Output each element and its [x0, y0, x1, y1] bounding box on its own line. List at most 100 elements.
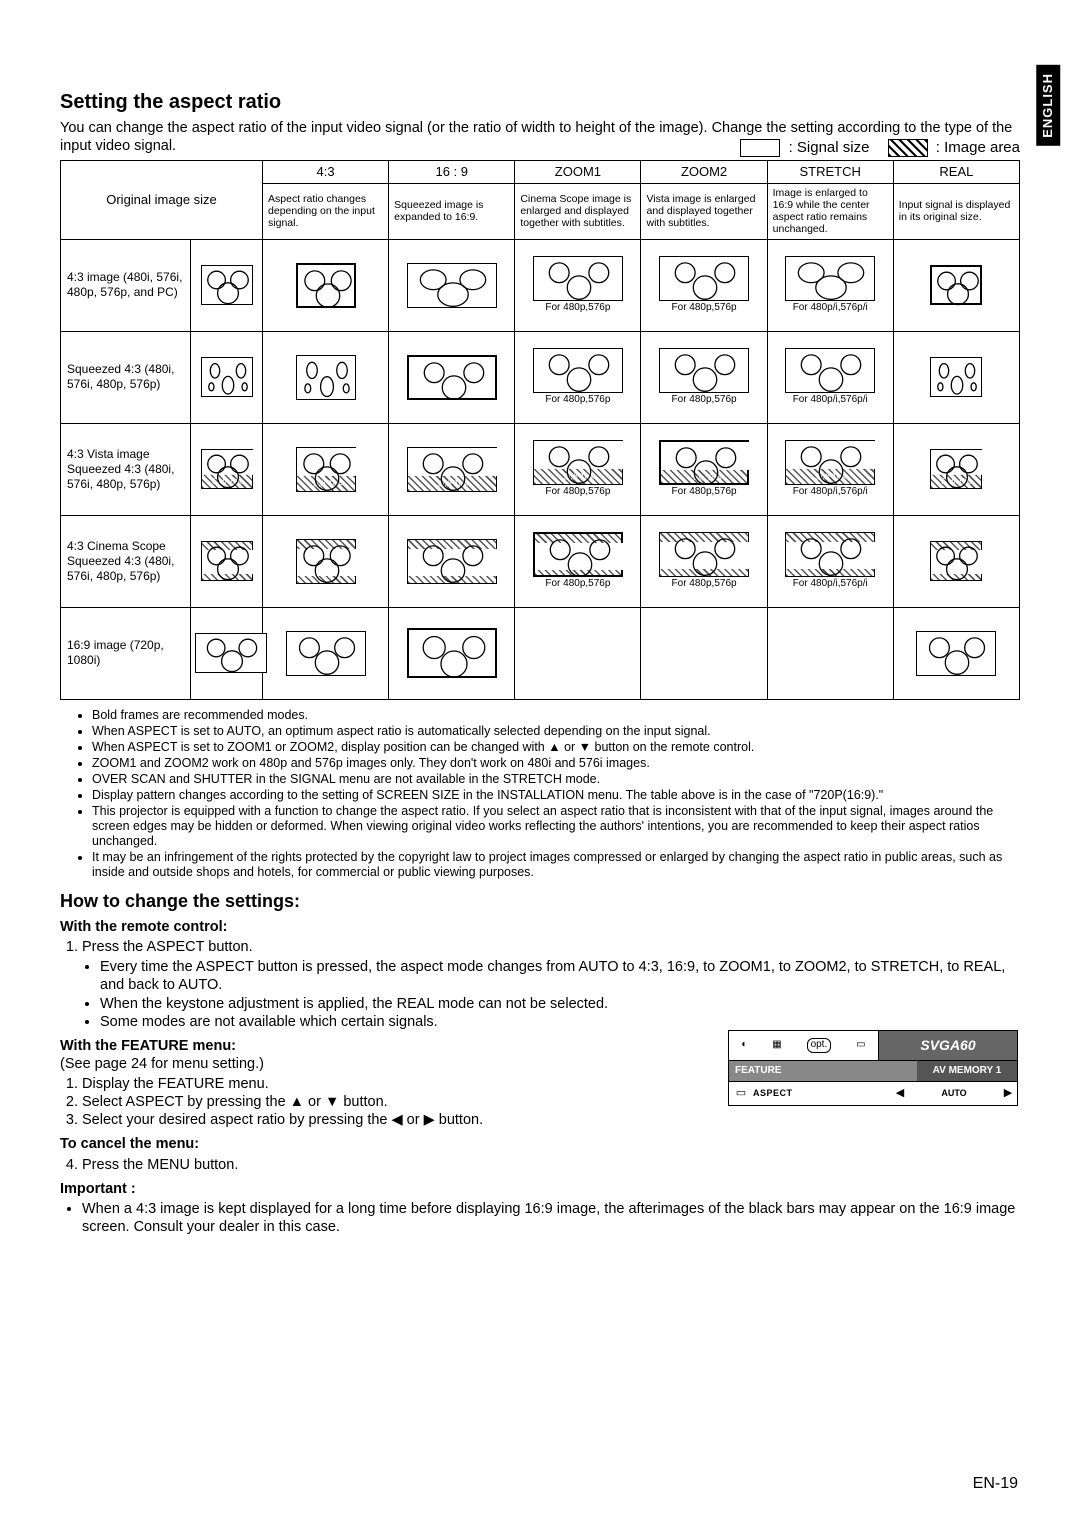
diagram-icon: [407, 355, 497, 400]
cell-note: For 480p,576p: [645, 578, 762, 591]
diagram-icon: [659, 256, 749, 301]
cell-note: For 480p/i,576p/i: [772, 394, 889, 407]
osd-signal: SVGA60: [879, 1031, 1017, 1060]
table-row: Squeezed 4:3 (480i, 576i, 480p, 576p) Fo…: [61, 331, 1020, 423]
howto-heading: How to change the settings:: [60, 890, 1020, 913]
diagram-icon: [533, 532, 623, 577]
desc-real: Input signal is displayed in its origina…: [893, 184, 1019, 239]
desc-zoom2: Vista image is enlarged and displayed to…: [641, 184, 767, 239]
note-item: OVER SCAN and SHUTTER in the SIGNAL menu…: [92, 772, 1020, 787]
cell-note: For 480p,576p: [519, 578, 636, 591]
aspect-table: Original image size 4:3 16 : 9 ZOOM1 ZOO…: [60, 160, 1020, 700]
osd-avmemory: AV MEMORY 1: [917, 1061, 1017, 1081]
opt-icon: opt.: [807, 1038, 832, 1053]
th-zoom2: ZOOM2: [641, 161, 767, 184]
cancel-steps: Press the MENU button.: [60, 1156, 1020, 1174]
cell-note: For 480p,576p: [645, 486, 762, 499]
desc-zoom1: Cinema Scope image is enlarged and displ…: [515, 184, 641, 239]
th-169: 16 : 9: [389, 161, 515, 184]
th-real: REAL: [893, 161, 1019, 184]
diagram-icon: Sub Title: [533, 440, 623, 485]
cell-note: For 480p/i,576p/i: [772, 302, 889, 315]
diagram-icon: [407, 539, 497, 584]
diagram-icon: [201, 541, 253, 581]
remote-steps: Press the ASPECT button.: [60, 938, 1020, 956]
note-item: It may be an infringement of the rights …: [92, 850, 1020, 880]
diagram-icon: Sub Title: [407, 447, 497, 492]
diagram-icon: [916, 631, 996, 676]
menu-icon: ◐: [741, 1039, 747, 1052]
note-item: ZOOM1 and ZOOM2 work on 480p and 576p im…: [92, 756, 1020, 771]
diagram-icon: [533, 256, 623, 301]
diagram-icon: Sub Title: [201, 449, 253, 489]
diagram-icon: [201, 357, 253, 397]
row-label: 16:9 image (720p, 1080i): [61, 607, 191, 699]
cell-note: For 480p,576p: [519, 394, 636, 407]
row-label: Squeezed 4:3 (480i, 576i, 480p, 576p): [61, 331, 191, 423]
row-label: 4:3 image (480i, 576i, 480p, 576p, and P…: [61, 239, 191, 331]
diagram-icon: Sub Title: [296, 447, 356, 492]
list-item: When the keystone adjustment is applied,…: [100, 995, 1020, 1013]
diagram-icon: Sub Title: [659, 440, 749, 485]
table-row: 4:3 image (480i, 576i, 480p, 576p, and P…: [61, 239, 1020, 331]
diagram-icon: [201, 265, 253, 305]
row-label: 4:3 Vista image Squeezed 4:3 (480i, 576i…: [61, 423, 191, 515]
important-heading: Important :: [60, 1180, 1020, 1198]
note-item: This projector is equipped with a functi…: [92, 804, 1020, 849]
language-tab: ENGLISH: [1036, 65, 1060, 146]
diagram-icon: [659, 348, 749, 393]
desc-169: Squeezed image is expanded to 16:9.: [389, 184, 515, 239]
row-label: 4:3 Cinema Scope Squeezed 4:3 (480i, 576…: [61, 515, 191, 607]
diagram-icon: [407, 628, 497, 678]
left-arrow-icon: ◀: [891, 1087, 909, 1101]
diagram-icon: [296, 355, 356, 400]
th-43: 4:3: [263, 161, 389, 184]
image-area-swatch: [888, 139, 928, 157]
cancel-heading: To cancel the menu:: [60, 1135, 1020, 1153]
note-item: Bold frames are recommended modes.: [92, 708, 1020, 723]
cell-note: For 480p,576p: [519, 302, 636, 315]
menu-icon: ▭: [856, 1039, 865, 1052]
osd-menu: ◐ ▦ opt. ▭ SVGA60 FEATURE AV MEMORY 1 ▭ …: [728, 1030, 1018, 1106]
image-area-label: : Image area: [936, 139, 1020, 156]
th-zoom1: ZOOM1: [515, 161, 641, 184]
page-number: EN-19: [973, 1474, 1018, 1494]
legend: : Signal size : Image area: [60, 139, 1020, 158]
desc-43: Aspect ratio changes depending on the in…: [263, 184, 389, 239]
diagram-icon: [785, 532, 875, 577]
osd-aspect-label: ASPECT: [753, 1088, 891, 1099]
remote-sublist: Every time the ASPECT button is pressed,…: [60, 958, 1020, 1031]
list-item: When a 4:3 image is kept displayed for a…: [82, 1200, 1020, 1236]
osd-icons: ◐ ▦ opt. ▭: [729, 1031, 879, 1060]
list-item: Select your desired aspect ratio by pres…: [82, 1111, 1020, 1129]
diagram-icon: Sub Title: [930, 449, 982, 489]
cell-note: For 480p/i,576p/i: [772, 486, 889, 499]
diagram-icon: Sub Title: [785, 440, 875, 485]
table-row: 16:9 image (720p, 1080i): [61, 607, 1020, 699]
diagram-icon: [195, 633, 267, 673]
list-item: Some modes are not available which certa…: [100, 1013, 1020, 1031]
diagram-icon: [785, 256, 875, 301]
th-stretch: STRETCH: [767, 161, 893, 184]
diagram-icon: [930, 541, 982, 581]
cell-note: For 480p,576p: [645, 394, 762, 407]
list-item: Press the ASPECT button.: [82, 938, 1020, 956]
diagram-icon: [533, 348, 623, 393]
list-item: Every time the ASPECT button is pressed,…: [100, 958, 1020, 994]
diagram-icon: [930, 357, 982, 397]
note-item: Display pattern changes according to the…: [92, 788, 1020, 803]
cell-note: For 480p/i,576p/i: [772, 578, 889, 591]
osd-aspect-value: AUTO: [909, 1088, 999, 1099]
desc-stretch: Image is enlarged to 16:9 while the cent…: [767, 184, 893, 239]
diagram-icon: [286, 631, 366, 676]
note-item: When ASPECT is set to AUTO, an optimum a…: [92, 724, 1020, 739]
diagram-icon: [785, 348, 875, 393]
cell-note: For 480p,576p: [645, 302, 762, 315]
cell-note: For 480p,576p: [519, 486, 636, 499]
table-row: 4:3 Cinema Scope Squeezed 4:3 (480i, 576…: [61, 515, 1020, 607]
list-item: Press the MENU button.: [82, 1156, 1020, 1174]
diagram-icon: [296, 263, 356, 308]
remote-heading: With the remote control:: [60, 918, 1020, 936]
diagram-icon: [407, 263, 497, 308]
aspect-icon: ▭: [729, 1087, 753, 1101]
